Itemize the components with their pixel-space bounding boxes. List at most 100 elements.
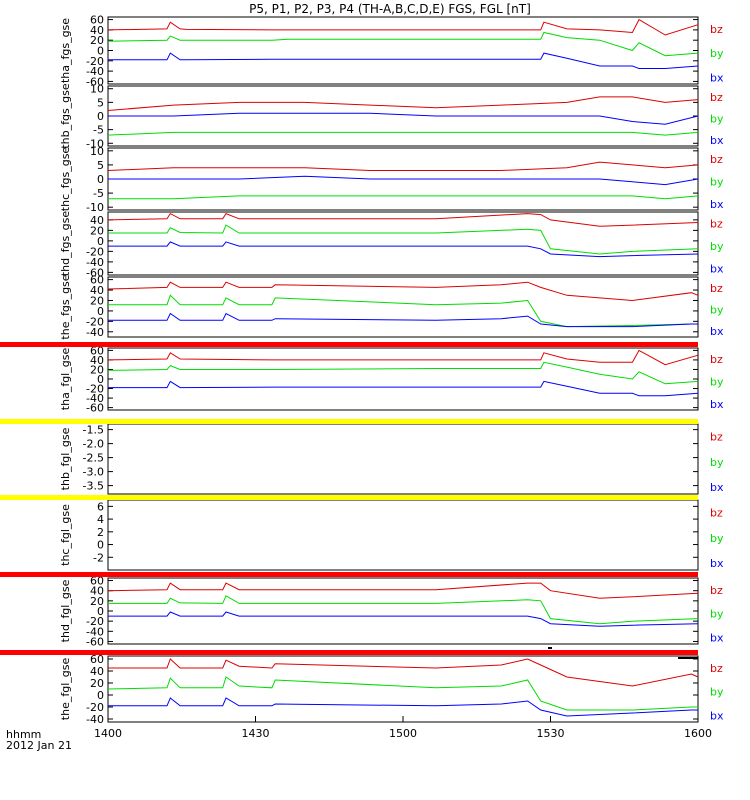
legend-bz: bz	[710, 282, 723, 295]
legend-by: by	[710, 608, 724, 621]
x-tick-label: 1400	[94, 727, 122, 740]
y-tick-label: 10	[90, 145, 104, 158]
availability-bars	[0, 342, 698, 659]
time-axis: 1400 1430 1500 1530 1600	[94, 716, 712, 740]
legend-by: by	[710, 303, 724, 316]
series-line-bz	[107, 349, 699, 366]
availability-bar-2	[0, 495, 698, 500]
y-tick-label: -2.5	[83, 452, 104, 465]
legend-bx: bx	[710, 263, 724, 276]
y-tick-label: -40	[86, 713, 104, 726]
availability-bar-1	[0, 419, 698, 424]
x-tick-label: 1430	[242, 727, 270, 740]
legend-by: by	[710, 686, 724, 699]
legend-bz: bz	[710, 662, 723, 675]
y-tick-label: -3.0	[83, 466, 104, 479]
y-tick-label: -20	[86, 383, 104, 396]
series-line-bx	[108, 380, 699, 397]
series-line-by	[108, 195, 699, 200]
y-tick-label: 20	[90, 224, 104, 237]
y-axis-label: thb_fgs_gse	[59, 83, 72, 149]
panel-frame	[107, 347, 699, 411]
series-line-by	[107, 361, 699, 385]
panel-6: -1.5-2.0-2.5-3.0-3.5 thb_fgl_gse bz by bx	[59, 423, 724, 495]
series-line-bx	[108, 52, 699, 69]
x-tick-label: 1600	[684, 727, 712, 740]
y-tick-label: 0	[97, 373, 104, 386]
y-tick-label: -20	[86, 245, 104, 258]
y-tick-label: 60	[90, 344, 104, 357]
legend-bx: bx	[710, 71, 724, 84]
y-tick-label: -5	[93, 124, 104, 137]
series-line-bx	[108, 175, 699, 186]
series-line-by	[108, 595, 699, 625]
y-tick-label: -20	[86, 701, 104, 714]
series-line-by	[108, 224, 699, 255]
y-tick-label: -60	[86, 402, 104, 415]
legend-bz: bz	[710, 153, 723, 166]
legend-bz: bz	[710, 91, 723, 104]
y-tick-label: -2.0	[83, 438, 104, 451]
y-tick-label: 0	[97, 605, 104, 618]
legend-bz: bz	[710, 217, 723, 230]
legend-bz: bz	[710, 23, 723, 36]
panel-frame	[107, 276, 699, 338]
y-axis-label: thb_fgl_gse	[59, 427, 72, 490]
legend-by: by	[710, 175, 724, 188]
y-tick-label: -3.5	[83, 480, 104, 493]
y-tick-label: 20	[90, 595, 104, 608]
y-tick-label: -40	[86, 392, 104, 405]
legend-by: by	[710, 532, 724, 545]
y-tick-label: -2	[93, 551, 104, 564]
y-tick-label: 40	[90, 585, 104, 598]
legend-bz: bz	[710, 584, 723, 597]
y-tick-label: 0	[97, 173, 104, 186]
y-tick-label: 6	[97, 500, 104, 513]
y-tick-label: 0	[97, 689, 104, 702]
y-axis-label: the_fgs_gse	[59, 274, 72, 339]
legend-by: by	[710, 240, 724, 253]
y-tick-label: -40	[86, 65, 104, 78]
y-tick-label: -20	[86, 315, 104, 328]
legend-by: by	[710, 112, 724, 125]
y-tick-label: -40	[86, 326, 104, 339]
y-tick-label: -60	[86, 266, 104, 279]
y-tick-label: 20	[90, 363, 104, 376]
series-line-bz	[107, 18, 699, 36]
x-tick-label: 1530	[537, 727, 565, 740]
series-line-bz	[107, 96, 699, 111]
y-tick-label: 40	[90, 665, 104, 678]
panel-frame	[107, 85, 699, 147]
y-axis-label: thc_fgl_gse	[59, 504, 72, 566]
series-line-bx	[108, 697, 698, 717]
chart-title: P5, P1, P2, P3, P4 (TH-A,B,C,D,E) FGS, F…	[249, 2, 531, 16]
y-tick-label: -40	[86, 256, 104, 269]
y-tick-label: 0	[97, 235, 104, 248]
series-line-by	[108, 294, 698, 328]
y-tick-label: -10	[86, 137, 104, 150]
y-tick-label: 0	[97, 305, 104, 318]
y-tick-label: 20	[90, 677, 104, 690]
availability-bar-0	[0, 342, 698, 347]
y-tick-label: 0	[97, 45, 104, 58]
series-line-bx	[108, 312, 698, 328]
panel-frame	[107, 211, 699, 276]
y-tick-label: 10	[90, 83, 104, 96]
y-tick-label: 20	[90, 294, 104, 307]
panel-frame	[107, 423, 699, 495]
legend-bx: bx	[710, 325, 724, 338]
y-tick-label: 0	[97, 110, 104, 123]
y-axis-label: tha_fgl_gse	[59, 348, 72, 411]
series-line-bx	[108, 241, 699, 258]
x-tick-label: 1500	[389, 727, 417, 740]
series-line-by	[107, 131, 699, 136]
panel-frame	[107, 577, 699, 645]
legend-bz: bz	[710, 353, 723, 366]
